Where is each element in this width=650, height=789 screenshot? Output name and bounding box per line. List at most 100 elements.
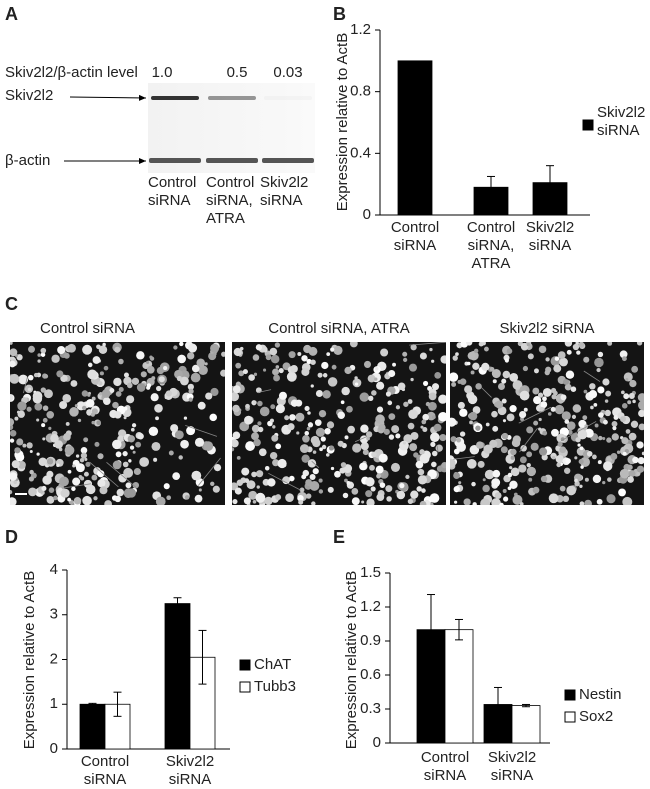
cell	[512, 380, 523, 390]
cell	[36, 418, 40, 422]
cell	[610, 453, 618, 460]
cell	[538, 427, 542, 431]
cell	[602, 378, 610, 386]
cell	[267, 478, 276, 487]
cell	[482, 484, 490, 493]
cell	[399, 483, 405, 489]
cell	[606, 494, 616, 504]
cell	[255, 344, 263, 351]
cell	[18, 374, 29, 385]
neurite	[62, 483, 91, 489]
cell	[33, 372, 39, 378]
cell	[551, 394, 557, 400]
band-label: Skiv2l2	[5, 87, 53, 104]
cell	[129, 445, 135, 450]
cell	[395, 405, 401, 410]
legend-label: Skiv2l2 siRNA	[597, 104, 645, 139]
cell	[299, 487, 305, 493]
cell	[256, 485, 260, 489]
cell	[36, 452, 40, 456]
cell	[453, 472, 460, 479]
error-bar	[198, 629, 207, 685]
panel-label: A	[5, 4, 18, 24]
micrograph	[232, 342, 446, 505]
cell	[436, 465, 444, 472]
cell	[469, 420, 473, 425]
cell	[318, 409, 327, 418]
cell	[512, 494, 523, 505]
micrograph-title: Control siRNA	[40, 320, 135, 337]
neurite	[185, 424, 218, 437]
y-tick-label: 4	[50, 561, 58, 578]
cell	[148, 426, 159, 436]
cell	[607, 477, 612, 482]
cell	[172, 472, 181, 481]
x-tick-label: Control siRNA	[81, 753, 129, 788]
cell	[349, 342, 358, 348]
cell	[435, 444, 443, 452]
y-tick-label: 0	[373, 734, 381, 751]
cell	[520, 342, 529, 351]
cell	[440, 355, 446, 364]
cell	[248, 490, 258, 500]
cell	[287, 423, 295, 431]
panel-label: C	[5, 294, 18, 314]
cell	[574, 480, 580, 487]
cell	[578, 342, 585, 348]
cell	[422, 413, 429, 421]
cell	[333, 345, 343, 355]
cell	[482, 478, 486, 482]
cell	[126, 382, 133, 389]
neurite	[560, 421, 597, 442]
cell	[419, 453, 430, 464]
cell	[198, 488, 202, 492]
cell	[114, 346, 121, 353]
cell	[190, 372, 201, 383]
cell	[415, 460, 424, 469]
cell	[136, 351, 145, 360]
cell	[318, 478, 323, 483]
cell	[109, 388, 115, 393]
cell	[284, 415, 290, 421]
cell	[46, 410, 55, 419]
cell	[87, 393, 91, 397]
cell	[251, 432, 259, 441]
band	[151, 96, 199, 100]
cell	[438, 412, 446, 422]
cell	[637, 457, 644, 465]
cell	[346, 480, 351, 485]
cell	[602, 481, 606, 485]
cell	[340, 400, 345, 405]
cell	[10, 342, 13, 345]
cell	[87, 369, 98, 380]
ratio-label: Skiv2l2/β-actin level	[5, 64, 138, 81]
cell	[463, 498, 471, 505]
cell	[56, 463, 60, 468]
cell	[467, 351, 476, 360]
cell	[566, 421, 576, 430]
error-bar	[546, 165, 554, 201]
cell	[476, 441, 484, 449]
cell	[468, 411, 478, 421]
cell	[628, 470, 636, 477]
cell	[301, 474, 307, 480]
cell	[351, 487, 359, 495]
cell	[324, 427, 331, 435]
cell	[92, 356, 101, 364]
cell	[319, 447, 323, 452]
cell	[565, 458, 571, 464]
cell	[327, 377, 338, 387]
cell	[580, 465, 584, 469]
scale-bar	[15, 493, 27, 495]
cell	[347, 425, 355, 434]
cell	[274, 342, 281, 348]
cell	[532, 387, 540, 395]
cell	[419, 352, 427, 360]
cell	[48, 487, 55, 493]
cell	[619, 350, 628, 359]
cell	[115, 451, 122, 458]
cell	[252, 499, 257, 504]
cell	[439, 433, 446, 442]
cell	[594, 423, 599, 428]
cell	[269, 347, 278, 356]
